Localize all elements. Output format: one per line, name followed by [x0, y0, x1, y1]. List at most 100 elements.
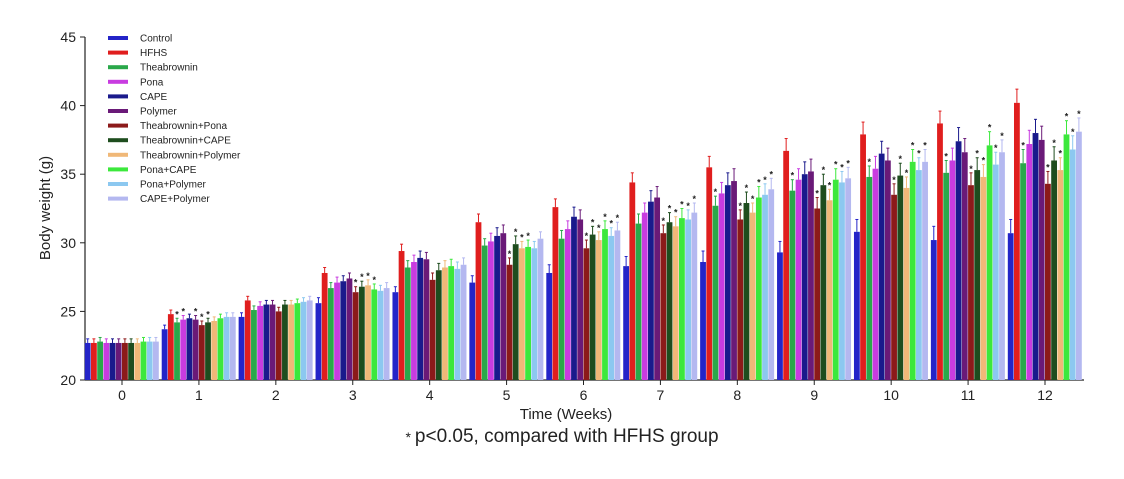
bar — [1076, 131, 1082, 380]
bar — [602, 229, 608, 380]
significance-marker: * — [1046, 162, 1050, 172]
legend-label: Pona+Polymer — [140, 180, 207, 191]
bar — [238, 316, 245, 380]
bar — [589, 234, 596, 380]
legend-label: Theabrownin+CAPE — [140, 136, 231, 147]
significance-marker: * — [975, 149, 979, 159]
bar — [814, 208, 821, 380]
significance-marker: * — [360, 272, 364, 282]
bar — [537, 238, 544, 380]
bar — [392, 292, 399, 380]
bar — [448, 266, 455, 380]
significance-marker: * — [822, 165, 826, 175]
significance-marker: * — [815, 189, 819, 199]
y-axis-label: Body weight (g) — [37, 156, 54, 260]
bar — [903, 187, 910, 380]
bar — [930, 240, 937, 380]
bar — [269, 304, 276, 380]
bar — [691, 212, 698, 380]
significance-marker: * — [662, 216, 666, 226]
bar — [429, 279, 436, 380]
bar — [845, 178, 852, 380]
bar — [103, 342, 110, 380]
bar — [134, 342, 141, 380]
bar — [1069, 149, 1076, 380]
significance-marker: * — [603, 212, 607, 222]
significance-marker: * — [988, 123, 992, 133]
bar — [315, 303, 322, 380]
x-tick-label: 4 — [426, 387, 434, 403]
bar — [808, 171, 814, 380]
significance-marker: * — [791, 171, 795, 181]
bar — [949, 160, 956, 380]
bar — [999, 152, 1005, 380]
footnote: * p<0.05, compared with HFHS group — [0, 426, 1124, 448]
bar — [140, 341, 147, 380]
footnote-text: p<0.05, compared with HFHS group — [414, 426, 719, 447]
bar — [783, 150, 790, 380]
significance-marker: * — [1059, 149, 1063, 159]
bar — [469, 282, 476, 380]
bar — [475, 222, 482, 380]
significance-marker: * — [200, 312, 204, 322]
bar — [1014, 102, 1020, 380]
bar — [487, 241, 494, 380]
significance-marker: * — [763, 175, 767, 185]
significance-marker: * — [680, 200, 684, 210]
bar — [777, 252, 783, 380]
bar — [872, 168, 879, 380]
bar — [614, 230, 621, 380]
bar — [306, 300, 313, 380]
bar — [1057, 170, 1064, 380]
x-tick-label: 6 — [580, 387, 588, 403]
bar — [481, 245, 488, 380]
legend-swatch — [108, 50, 128, 55]
bar — [1032, 133, 1039, 380]
bar — [623, 266, 630, 380]
bar — [685, 219, 692, 380]
bar — [97, 341, 103, 380]
significance-marker: * — [834, 160, 838, 170]
bar — [641, 212, 648, 380]
bar — [909, 161, 916, 380]
bar — [494, 235, 500, 380]
bar — [737, 219, 744, 380]
bar — [629, 182, 636, 380]
bar — [300, 301, 307, 380]
bar — [346, 278, 353, 380]
bar — [294, 303, 301, 380]
bar — [801, 174, 808, 380]
bar — [762, 194, 768, 380]
bar — [411, 262, 417, 380]
bar — [731, 181, 737, 380]
bar — [679, 218, 685, 380]
significance-marker: * — [905, 168, 909, 178]
y-tick-label: 40 — [60, 98, 76, 114]
bar — [275, 311, 282, 380]
significance-star-icon: * — [405, 428, 411, 445]
legend-swatch — [108, 36, 128, 40]
x-tick-label: 10 — [883, 387, 899, 403]
bar — [198, 325, 205, 380]
significance-marker: * — [892, 175, 896, 185]
bar — [648, 201, 654, 380]
legend-label: CAPE+Polymer — [140, 194, 210, 205]
bar — [866, 176, 873, 380]
x-tick-label: 0 — [118, 387, 126, 403]
bar — [282, 304, 288, 380]
legend-label: Theabrownin+Pona — [140, 121, 227, 132]
legend-swatch — [108, 65, 128, 70]
bar — [512, 244, 519, 380]
y-tick-label: 20 — [60, 372, 76, 388]
legend-swatch — [108, 196, 128, 201]
bar — [915, 170, 922, 380]
significance-marker: * — [1000, 131, 1004, 141]
bar — [288, 304, 295, 380]
bar — [128, 342, 134, 380]
legend-label: Control — [140, 34, 172, 45]
bar — [263, 304, 270, 380]
bar — [706, 167, 713, 380]
bar — [724, 185, 731, 380]
bar — [460, 264, 467, 380]
significance-marker: * — [181, 307, 185, 317]
